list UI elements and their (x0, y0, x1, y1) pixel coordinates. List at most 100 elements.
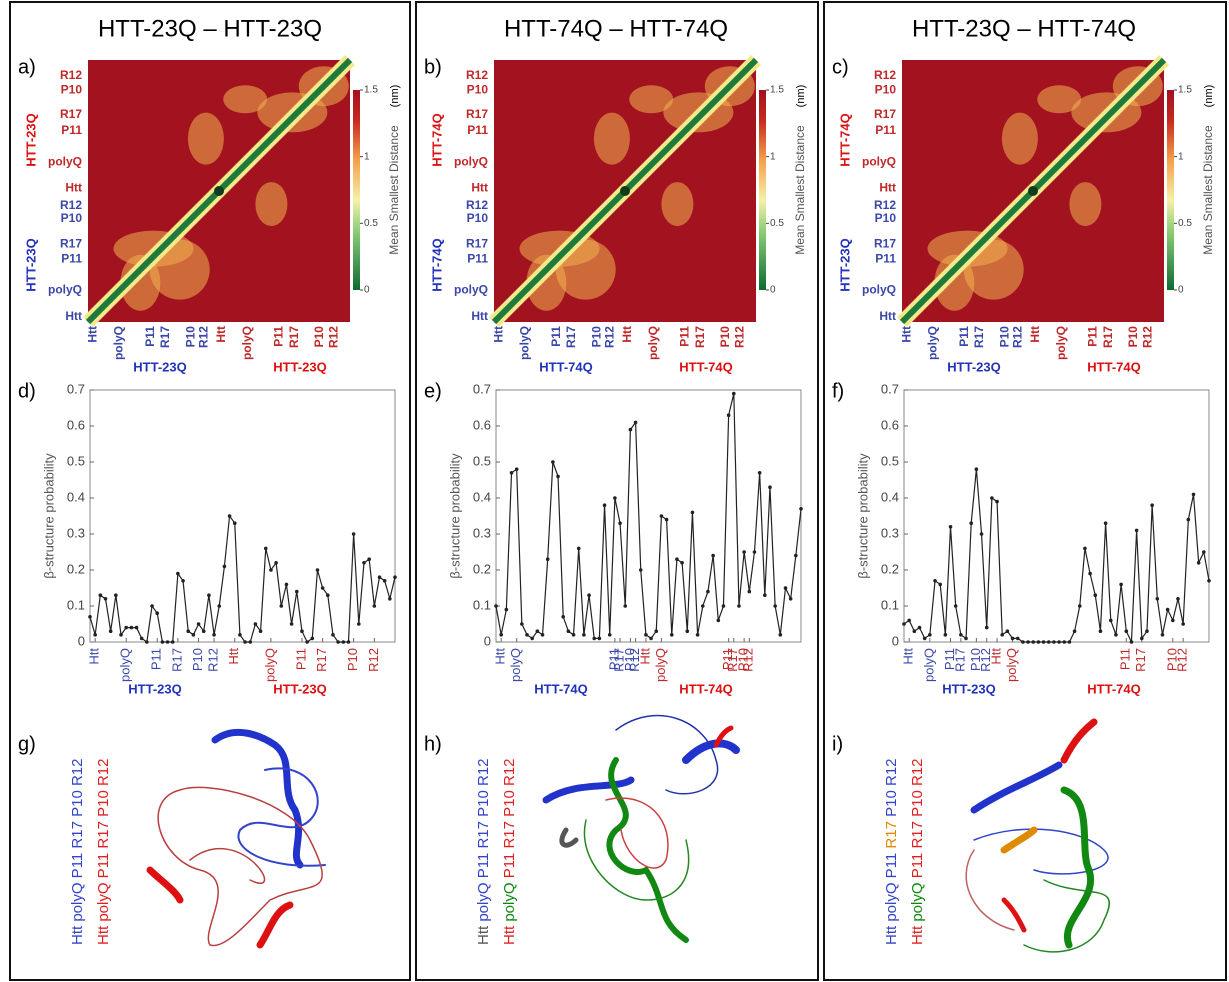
data-point (1129, 640, 1134, 644)
data-point (943, 633, 948, 637)
data-point (103, 597, 108, 601)
bottom-label: HTT-23Q (273, 681, 326, 696)
row-label: P11 (61, 251, 82, 265)
data-point (778, 633, 783, 637)
protein-cartoon (256, 901, 294, 949)
row-label: P11 (61, 123, 82, 137)
data-point (320, 586, 325, 590)
data-point (294, 589, 299, 594)
row-label: polyQ (862, 154, 896, 168)
data-point (675, 557, 679, 561)
y-axis-label: β-structure probability (41, 453, 56, 579)
data-point (248, 640, 253, 644)
column-label: R12 (602, 326, 616, 348)
colorbar-label: Mean Smallest Distance (793, 125, 807, 255)
column-label: R12 (1140, 326, 1154, 348)
x-tick-label: P11 (1118, 648, 1133, 670)
protein-cartoon (157, 786, 323, 947)
data-point (1098, 629, 1103, 633)
data-point (576, 546, 581, 551)
column-label: polyQ (646, 326, 660, 360)
data-point (331, 633, 335, 637)
colorbar-tick-label: 1.5 (770, 85, 784, 96)
data-point (1108, 618, 1113, 623)
data-point (305, 640, 309, 644)
row-label: R12 (874, 198, 896, 212)
data-point (1196, 561, 1201, 565)
colorbar-tick-label: 1.5 (1178, 85, 1192, 96)
data-point (1067, 640, 1072, 644)
x-tick-label: P10 (736, 648, 751, 671)
data-point (979, 532, 984, 536)
data-point (556, 474, 560, 479)
data-point (1083, 546, 1087, 551)
data-point (1041, 640, 1046, 644)
x-tick-label: R17 (1133, 648, 1148, 672)
column-label: R17 (972, 326, 986, 348)
data-point (170, 640, 175, 644)
legend-entry: P11 R17 P10 R12 (501, 758, 518, 878)
data-point (607, 633, 612, 637)
data-point (602, 503, 607, 508)
data-point (176, 571, 180, 576)
legend-entry: Htt (475, 925, 492, 945)
bottom-label: HTT-23Q (942, 681, 995, 696)
x-tick-label: Htt (493, 648, 508, 665)
column-border (823, 1, 1227, 981)
y-tick-label: 0.6 (473, 417, 491, 432)
data-point (773, 604, 777, 608)
y-axis-label: β-structure probability (855, 453, 870, 579)
row-label: polyQ (454, 283, 488, 297)
data-point (917, 625, 922, 630)
protein-cartoon (615, 714, 719, 795)
panel-letter: h) (424, 733, 442, 755)
data-point (628, 427, 633, 432)
side-label: HTT-23Q (23, 113, 38, 166)
data-point (160, 640, 165, 644)
bottom-label: HTT-74Q (539, 359, 592, 374)
data-point (494, 604, 498, 608)
protein-cartoon (189, 847, 266, 884)
column-label: R17 (693, 326, 707, 348)
data-point (93, 633, 97, 637)
panel-letter: f) (832, 380, 844, 402)
contact-region (593, 112, 630, 165)
data-point (253, 622, 258, 626)
data-point (783, 586, 788, 590)
column-label: R12 (1010, 326, 1024, 348)
column-label: P10 (1126, 326, 1140, 348)
data-point (279, 604, 284, 608)
x-tick-label: P10 (622, 648, 637, 671)
row-label: R12 (60, 198, 82, 212)
legend-entry: Htt polyQ P11 R17 P10 R12 (69, 759, 86, 946)
contact-region (255, 182, 288, 227)
x-tick-label: Htt (901, 648, 916, 665)
data-point (794, 553, 798, 558)
data-point (217, 604, 222, 608)
protein-cartoon (1060, 718, 1098, 764)
chain-junction (214, 186, 224, 196)
column-label: P10 (718, 326, 732, 348)
column-label: Htt (85, 326, 99, 343)
data-point (984, 625, 989, 630)
data-point (654, 629, 659, 633)
probability-line (903, 469, 1210, 643)
y-tick-label: 0 (892, 633, 899, 648)
row-label: P11 (467, 251, 488, 265)
data-point (1088, 571, 1092, 576)
bottom-label: HTT-74Q (679, 359, 732, 374)
contact-region (223, 85, 268, 114)
column-label: P11 (1085, 326, 1099, 347)
bottom-label: HTT-74Q (1087, 681, 1140, 696)
data-point (504, 607, 509, 612)
colorbar-tick-label: 0 (770, 285, 776, 296)
x-tick-label: P11 (149, 648, 164, 670)
data-point (1000, 633, 1005, 637)
legend-entry: Htt (909, 925, 926, 945)
data-point (1093, 593, 1098, 597)
x-tick-label: polyQ (118, 648, 133, 682)
protein-cartoon (605, 797, 669, 869)
plot-frame (903, 389, 1210, 643)
side-label: HTT-23Q (837, 238, 852, 291)
